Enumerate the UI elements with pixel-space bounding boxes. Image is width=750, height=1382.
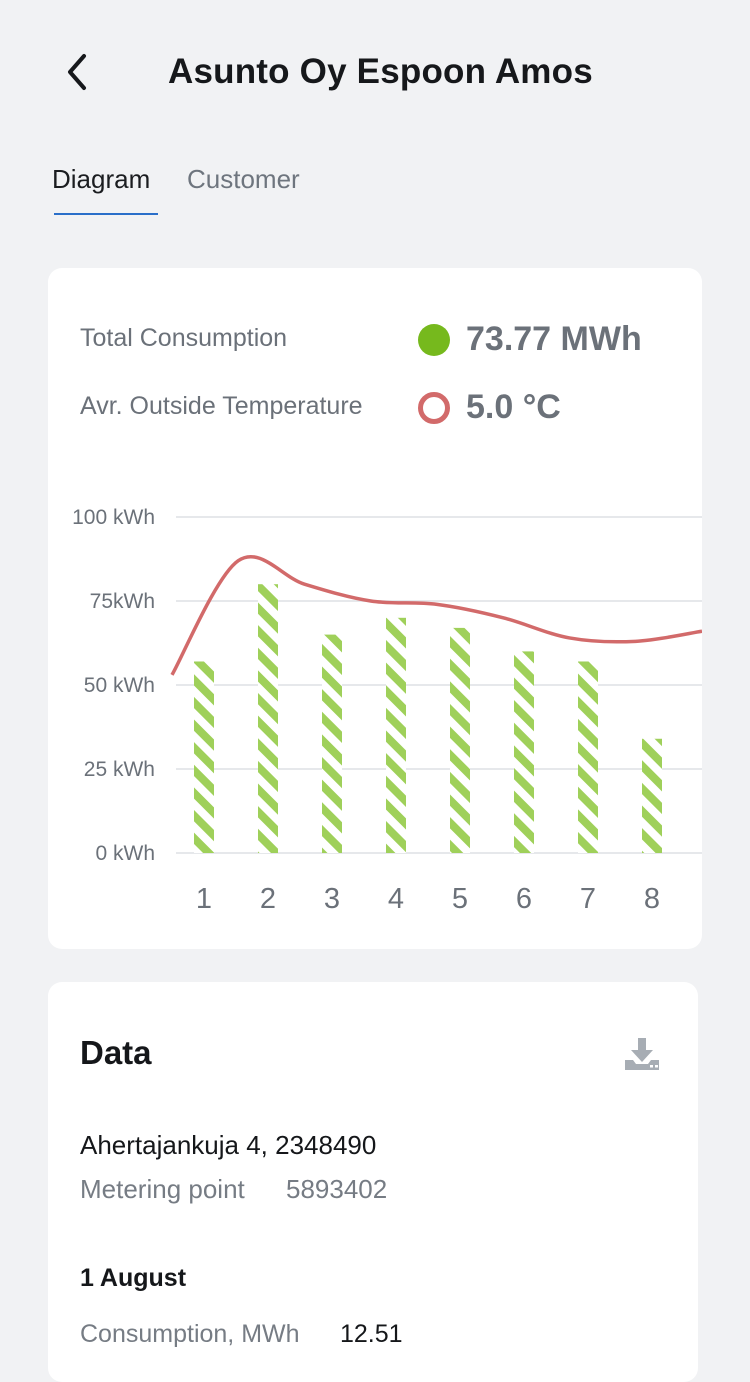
temperature-legend-ring <box>418 392 450 424</box>
consumption-bar <box>258 584 278 853</box>
x-tick-label: 4 <box>388 883 404 915</box>
consumption-bar <box>514 651 534 853</box>
y-tick-label: 50 kWh <box>84 674 155 697</box>
address-text: Ahertajankuja 4, 2348490 <box>80 1130 377 1160</box>
download-icon <box>625 1038 659 1070</box>
consumption-bar <box>194 661 214 853</box>
back-chevron-icon <box>68 54 86 90</box>
x-tick-label: 1 <box>196 883 212 915</box>
y-tick-label: 75kWh <box>90 590 155 613</box>
temperature-line <box>170 554 702 676</box>
consumption-chart: 100 kWh 75kWh 50 kWh 25 kWh 0 kWh 1 2 3 4 5 6 7 8 <box>72 506 702 915</box>
consumption-bar <box>386 617 406 853</box>
x-tick-label: 6 <box>516 883 532 915</box>
active-tab-indicator <box>54 213 158 215</box>
page-title: Asunto Oy Espoon Amos <box>168 52 593 91</box>
consumption-bar <box>322 634 342 853</box>
tab-diagram[interactable]: Diagram <box>52 164 151 194</box>
data-title: Data <box>80 1034 152 1071</box>
metering-point-label: Metering point <box>80 1174 245 1204</box>
metering-point-value: 5893402 <box>286 1174 388 1204</box>
consumption-value: 12.51 <box>340 1320 403 1348</box>
x-tick-label: 3 <box>324 883 340 915</box>
tab-customer[interactable]: Customer <box>187 164 300 194</box>
chart-card: Total Consumption 73.77 MWh Avr. Outside… <box>48 268 702 949</box>
app-header: Asunto Oy Espoon Amos <box>0 0 750 150</box>
download-button[interactable] <box>622 1034 662 1074</box>
consumption-bar <box>578 661 598 853</box>
x-tick-label: 5 <box>452 883 468 915</box>
data-card: Data Ahertajankuja 4, 2348490 Metering p… <box>48 982 698 1382</box>
y-tick-label: 0 kWh <box>95 842 155 865</box>
y-tick-label: 100 kWh <box>72 506 155 529</box>
x-tick-label: 8 <box>644 883 660 915</box>
consumption-bar <box>642 738 662 853</box>
consumption-bar <box>450 627 470 853</box>
y-tick-label: 25 kWh <box>84 758 155 781</box>
date-heading: 1 August <box>80 1264 187 1292</box>
avg-temperature-label: Avr. Outside Temperature <box>80 392 363 420</box>
x-tick-label: 2 <box>260 883 276 915</box>
total-consumption-label: Total Consumption <box>80 324 288 352</box>
consumption-label: Consumption, MWh <box>80 1320 300 1348</box>
x-tick-label: 7 <box>580 883 596 915</box>
total-consumption-value: 73.77 MWh <box>466 320 642 358</box>
avg-temperature-value: 5.0 °C <box>466 388 561 426</box>
back-button[interactable] <box>58 50 98 94</box>
consumption-legend-dot <box>418 324 450 356</box>
